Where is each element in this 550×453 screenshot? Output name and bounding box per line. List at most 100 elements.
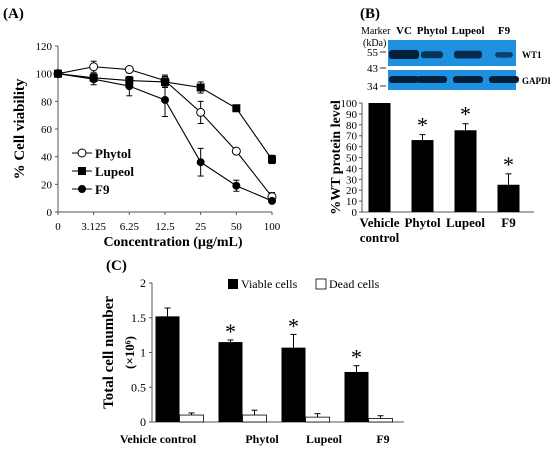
b-y-axis-title: %WT protein level [329, 100, 344, 215]
b-gapdh-band [389, 76, 419, 83]
b-gapdh-band [417, 76, 447, 83]
a-legend-label: Lupeol [95, 164, 134, 179]
b-bar [497, 184, 520, 212]
c-significance-star: * [225, 319, 236, 344]
c-bar-dead [242, 414, 267, 423]
c-bar-dead [305, 416, 330, 423]
a-point-phytol [124, 65, 134, 75]
c-legend-swatch-dead [315, 278, 327, 290]
c-x-category-label: F9 [376, 432, 389, 446]
b-x-category-label: Phytol [404, 215, 441, 230]
a-y-axis-title: % Cell viability [12, 78, 28, 179]
c-legend-label-viable: Viable cells [241, 277, 298, 291]
b-significance-star: * [460, 102, 471, 127]
b-marker-value: 34 [367, 81, 379, 93]
c-y-tick-label: 1 [140, 346, 146, 360]
c-bar-viable [218, 342, 243, 422]
a-y-tick-label: 80 [41, 96, 53, 108]
c-y-tick-label: 2 [140, 276, 146, 290]
b-y-tick-label: 60 [346, 142, 358, 154]
a-y-tick-label: 40 [41, 152, 53, 164]
c-y-tick-label: 1.5 [131, 311, 146, 325]
a-x-tick-label: 0 [55, 221, 61, 233]
b-bar [368, 103, 391, 212]
a-point-f9 [196, 158, 205, 167]
a-x-tick-label: 3.125 [81, 221, 106, 233]
b-lane-label: Lupeol [451, 25, 484, 37]
c-bar-dead [179, 414, 204, 423]
c-y-tick-label: 0.5 [131, 380, 146, 394]
a-x-tick-label: 50 [231, 221, 243, 233]
a-point-phytol [89, 62, 99, 72]
b-wt1-band [421, 51, 443, 59]
b-bar [454, 130, 477, 212]
a-y-tick-label: 0 [47, 207, 53, 219]
b-gapdh-band [489, 76, 519, 83]
c-bar-viable [281, 347, 306, 422]
b-significance-star: * [417, 113, 428, 138]
b-y-tick-label: 20 [346, 185, 358, 197]
b-blot-gapdh-membrane [388, 70, 516, 90]
b-wt1-band [495, 52, 513, 58]
a-legend-marker [77, 148, 87, 158]
b-lane-label: F9 [498, 25, 511, 37]
c-x-category-label: Phytol [245, 432, 279, 446]
b-y-tick-label: 90 [346, 109, 358, 121]
a-point-phytol [231, 146, 241, 156]
b-gapdh-band [453, 76, 483, 83]
a-legend-marker [78, 185, 86, 193]
b-y-tick-label: 10 [346, 196, 358, 208]
panel-c-bar-chart: 0 0.5 1 1.5 2 Total cell number (×10⁶) * * * Vehic… [101, 276, 404, 446]
a-point-phytol [196, 107, 206, 117]
c-significance-star: * [288, 313, 299, 338]
a-point-lupeol [232, 104, 241, 113]
b-wt1-band [389, 50, 419, 59]
a-point-f9 [54, 69, 62, 78]
c-bar-viable [344, 371, 369, 422]
c-bar-dead [368, 418, 393, 423]
a-y-tick-label: 60 [41, 124, 53, 136]
b-y-tick-label: 100 [341, 98, 358, 110]
a-legend-label: Phytol [95, 146, 132, 161]
b-marker-title: Marker [361, 26, 391, 37]
b-marker-value: 55 [367, 47, 379, 59]
a-x-tick-label: 6.25 [120, 221, 140, 233]
a-point-f9 [161, 95, 169, 104]
b-lane-label: Phytol [417, 25, 448, 37]
b-x-category-label: control [360, 230, 400, 245]
a-point-lupeol [268, 155, 276, 164]
b-bar [411, 140, 434, 212]
a-y-tick-label: 120 [36, 41, 53, 53]
b-y-tick-label: 30 [346, 174, 358, 186]
panel-a-line-chart: 0 20 40 60 80 100 120 0 3.125 6.25 12.5 25 50 100 Conc… [12, 41, 281, 250]
b-x-category-label: Vehicle [360, 215, 400, 230]
a-y-tick-label: 100 [36, 69, 53, 81]
a-point-lupeol [161, 77, 169, 86]
panel-label-c: (C) [106, 258, 127, 274]
a-point-f9 [89, 75, 98, 84]
c-legend-swatch-viable [228, 279, 238, 289]
b-y-tick-label: 80 [346, 120, 358, 132]
c-x-category-label: Lupeol [306, 432, 343, 446]
panel-label-a: (A) [3, 6, 24, 22]
c-x-category-label: Vehicle control [120, 432, 197, 446]
b-marker-unit: (kDa) [363, 38, 386, 49]
c-legend-label-dead: Dead cells [329, 277, 380, 291]
b-y-tick-label: 50 [346, 153, 358, 165]
a-legend-marker [78, 167, 86, 175]
a-point-f9 [232, 181, 241, 190]
panel-b-western-blot: Marker(kDa)55 43 34 VC Phytol Lupeol F9 WT1 GAPD… [361, 25, 550, 93]
c-y-axis-unit: (×10⁶) [122, 336, 137, 369]
a-point-f9 [268, 196, 276, 205]
c-y-axis-title: Total cell number [101, 296, 117, 409]
b-y-tick-label: 40 [346, 163, 358, 175]
c-y-tick-label: 0 [140, 415, 146, 429]
a-legend-label: F9 [95, 182, 110, 197]
b-significance-star: * [503, 152, 514, 177]
a-x-tick-label: 25 [195, 221, 207, 233]
c-bar-viable [155, 316, 180, 422]
b-lane-label: VC [396, 25, 412, 37]
a-x-tick-label: 12.5 [155, 221, 175, 233]
